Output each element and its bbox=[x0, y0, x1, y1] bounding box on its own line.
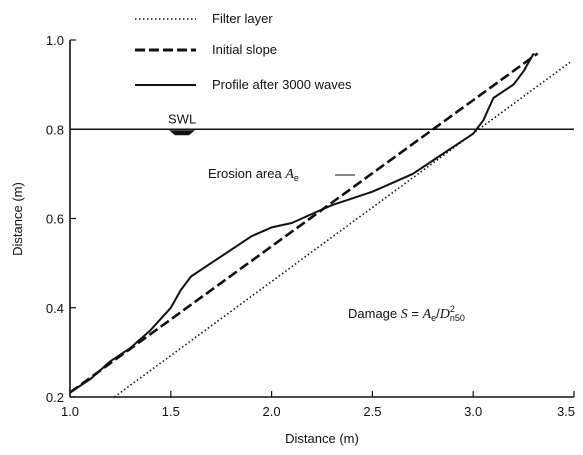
y-ticks: 0.2 0.4 0.6 0.8 1.0 bbox=[46, 33, 76, 405]
series-line-solid bbox=[69, 52, 535, 394]
damage-annotation: Damage S = Ae/D2 n50 bbox=[348, 304, 465, 323]
swl-label: SWL bbox=[168, 111, 196, 126]
swl-marker-icon bbox=[169, 130, 195, 136]
y-tick-label: 0.6 bbox=[46, 212, 64, 227]
y-axis-label: Distance (m) bbox=[10, 182, 25, 256]
legend-label-filter-layer: Filter layer bbox=[212, 11, 273, 26]
y-tick-label: 0.4 bbox=[46, 301, 64, 316]
legend-label-initial-slope: Initial slope bbox=[212, 42, 277, 57]
damage-formula: Damage S = Ae/D2 n50 bbox=[348, 304, 465, 323]
swl-group: SWL bbox=[70, 111, 574, 136]
legend-label-profile: Profile after 3000 waves bbox=[212, 77, 352, 92]
series-layer bbox=[69, 52, 571, 398]
y-tick-label: 0.2 bbox=[46, 390, 64, 405]
x-axis-label: Distance (m) bbox=[285, 431, 359, 446]
y-tick-label: 1.0 bbox=[46, 33, 64, 48]
x-tick-label: 1.5 bbox=[162, 404, 180, 419]
series-line-dashed bbox=[69, 52, 539, 394]
x-tick-label: 1.0 bbox=[61, 404, 79, 419]
x-tick-label: 3.5 bbox=[557, 404, 575, 419]
y-tick-label: 0.8 bbox=[46, 122, 64, 137]
erosion-annotation: Erosion area Ae bbox=[208, 166, 355, 183]
x-tick-label: 3.0 bbox=[464, 404, 482, 419]
x-ticks: 1.0 1.5 2.0 2.5 3.0 3.5 bbox=[61, 391, 575, 419]
x-tick-label: 2.5 bbox=[363, 404, 381, 419]
erosion-area-label: Erosion area Ae bbox=[208, 166, 299, 183]
legend: Filter layer Initial slope Profile after… bbox=[135, 11, 352, 92]
x-tick-label: 2.0 bbox=[263, 404, 281, 419]
